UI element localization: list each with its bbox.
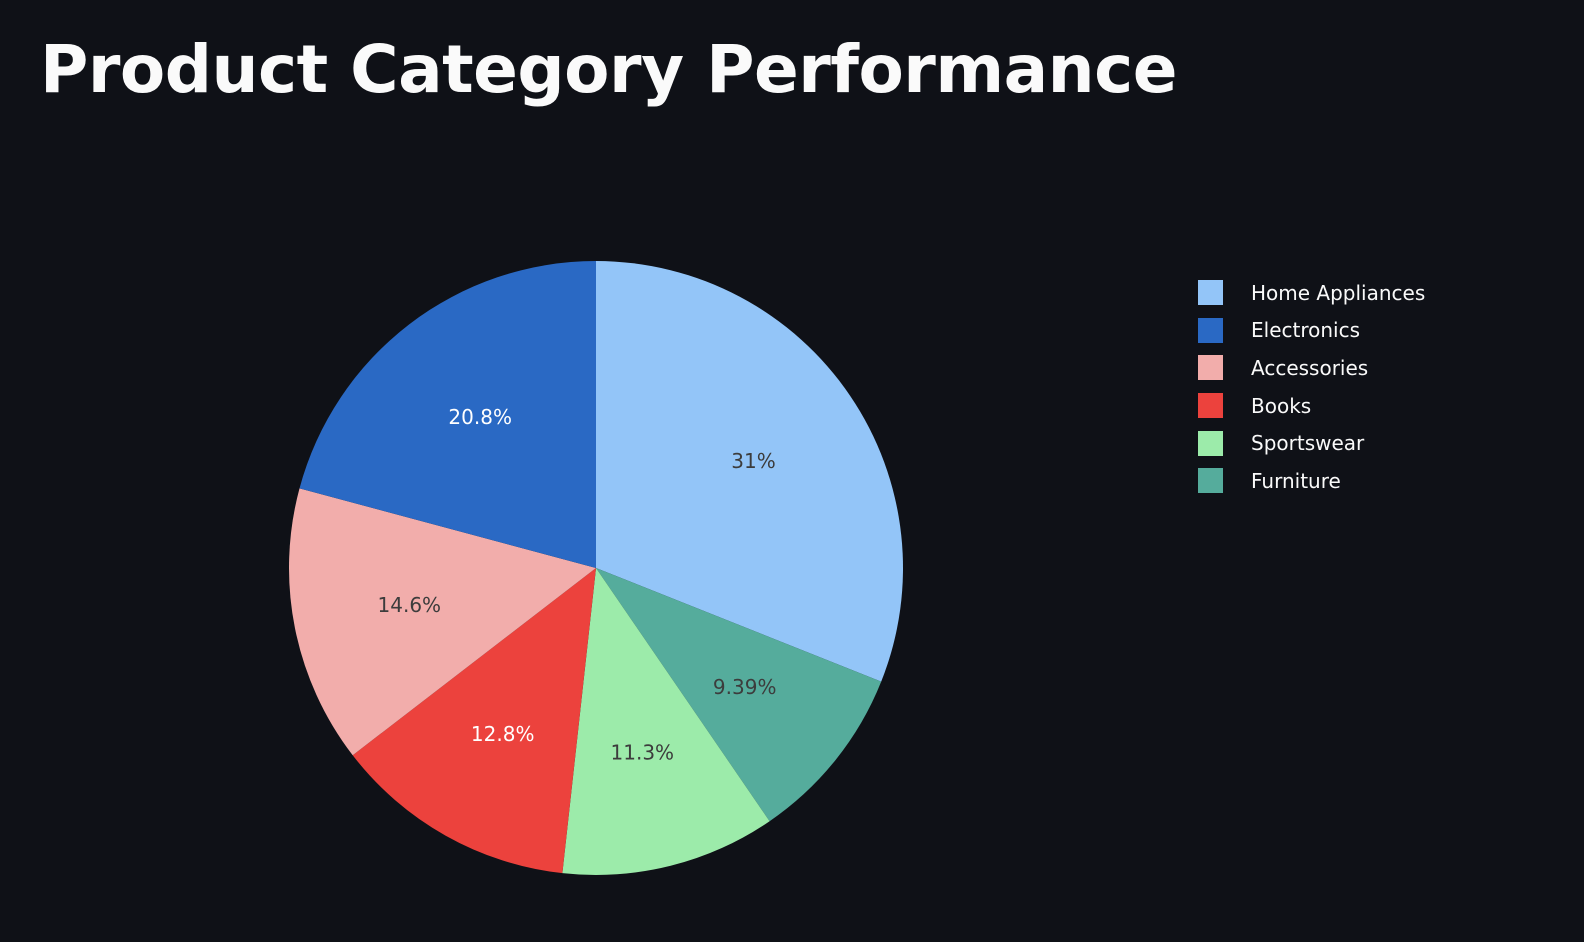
legend-label: Books [1251,393,1312,418]
legend-swatch [1198,393,1223,419]
legend-label: Electronics [1251,318,1361,343]
pie-slice-electronics[interactable] [299,261,596,568]
legend-item-sportswear[interactable]: Sportswear [1198,424,1425,462]
legend-label: Accessories [1251,355,1369,380]
legend-swatch [1198,280,1223,306]
legend-item-books[interactable]: Books [1198,387,1425,425]
legend-item-accessories[interactable]: Accessories [1198,349,1425,387]
pie-slice-home-appliances[interactable] [596,261,904,682]
legend-item-electronics[interactable]: Electronics [1198,312,1425,350]
page-title: Product Category Performance [40,31,1178,108]
pie-label-furniture: 9.39% [713,675,777,699]
pie-slice-sportswear[interactable] [562,568,770,875]
legend-swatch [1198,355,1223,381]
legend-swatch [1198,430,1223,456]
pie-label-electronics: 20.8% [448,405,512,429]
legend-swatch [1198,317,1223,343]
legend-label: Sportswear [1251,431,1365,456]
legend-swatch [1198,468,1223,494]
pie-slice-books[interactable] [352,568,596,874]
pie-slice-furniture[interactable] [596,568,882,822]
legend-item-furniture[interactable]: Furniture [1198,462,1425,500]
pie-label-books: 12.8% [471,722,535,746]
chart-legend[interactable]: Home Appliances Electronics Accessories Boo… [1198,274,1425,500]
pie-label-accessories: 14.6% [378,593,442,617]
pie-slice-accessories[interactable] [288,488,596,756]
pie-label-sportswear: 11.3% [611,741,675,765]
legend-label: Furniture [1251,468,1341,493]
legend-item-home-appliances[interactable]: Home Appliances [1198,274,1425,312]
legend-label: Home Appliances [1251,280,1426,305]
pie-label-home-appliances: 31% [731,449,775,473]
